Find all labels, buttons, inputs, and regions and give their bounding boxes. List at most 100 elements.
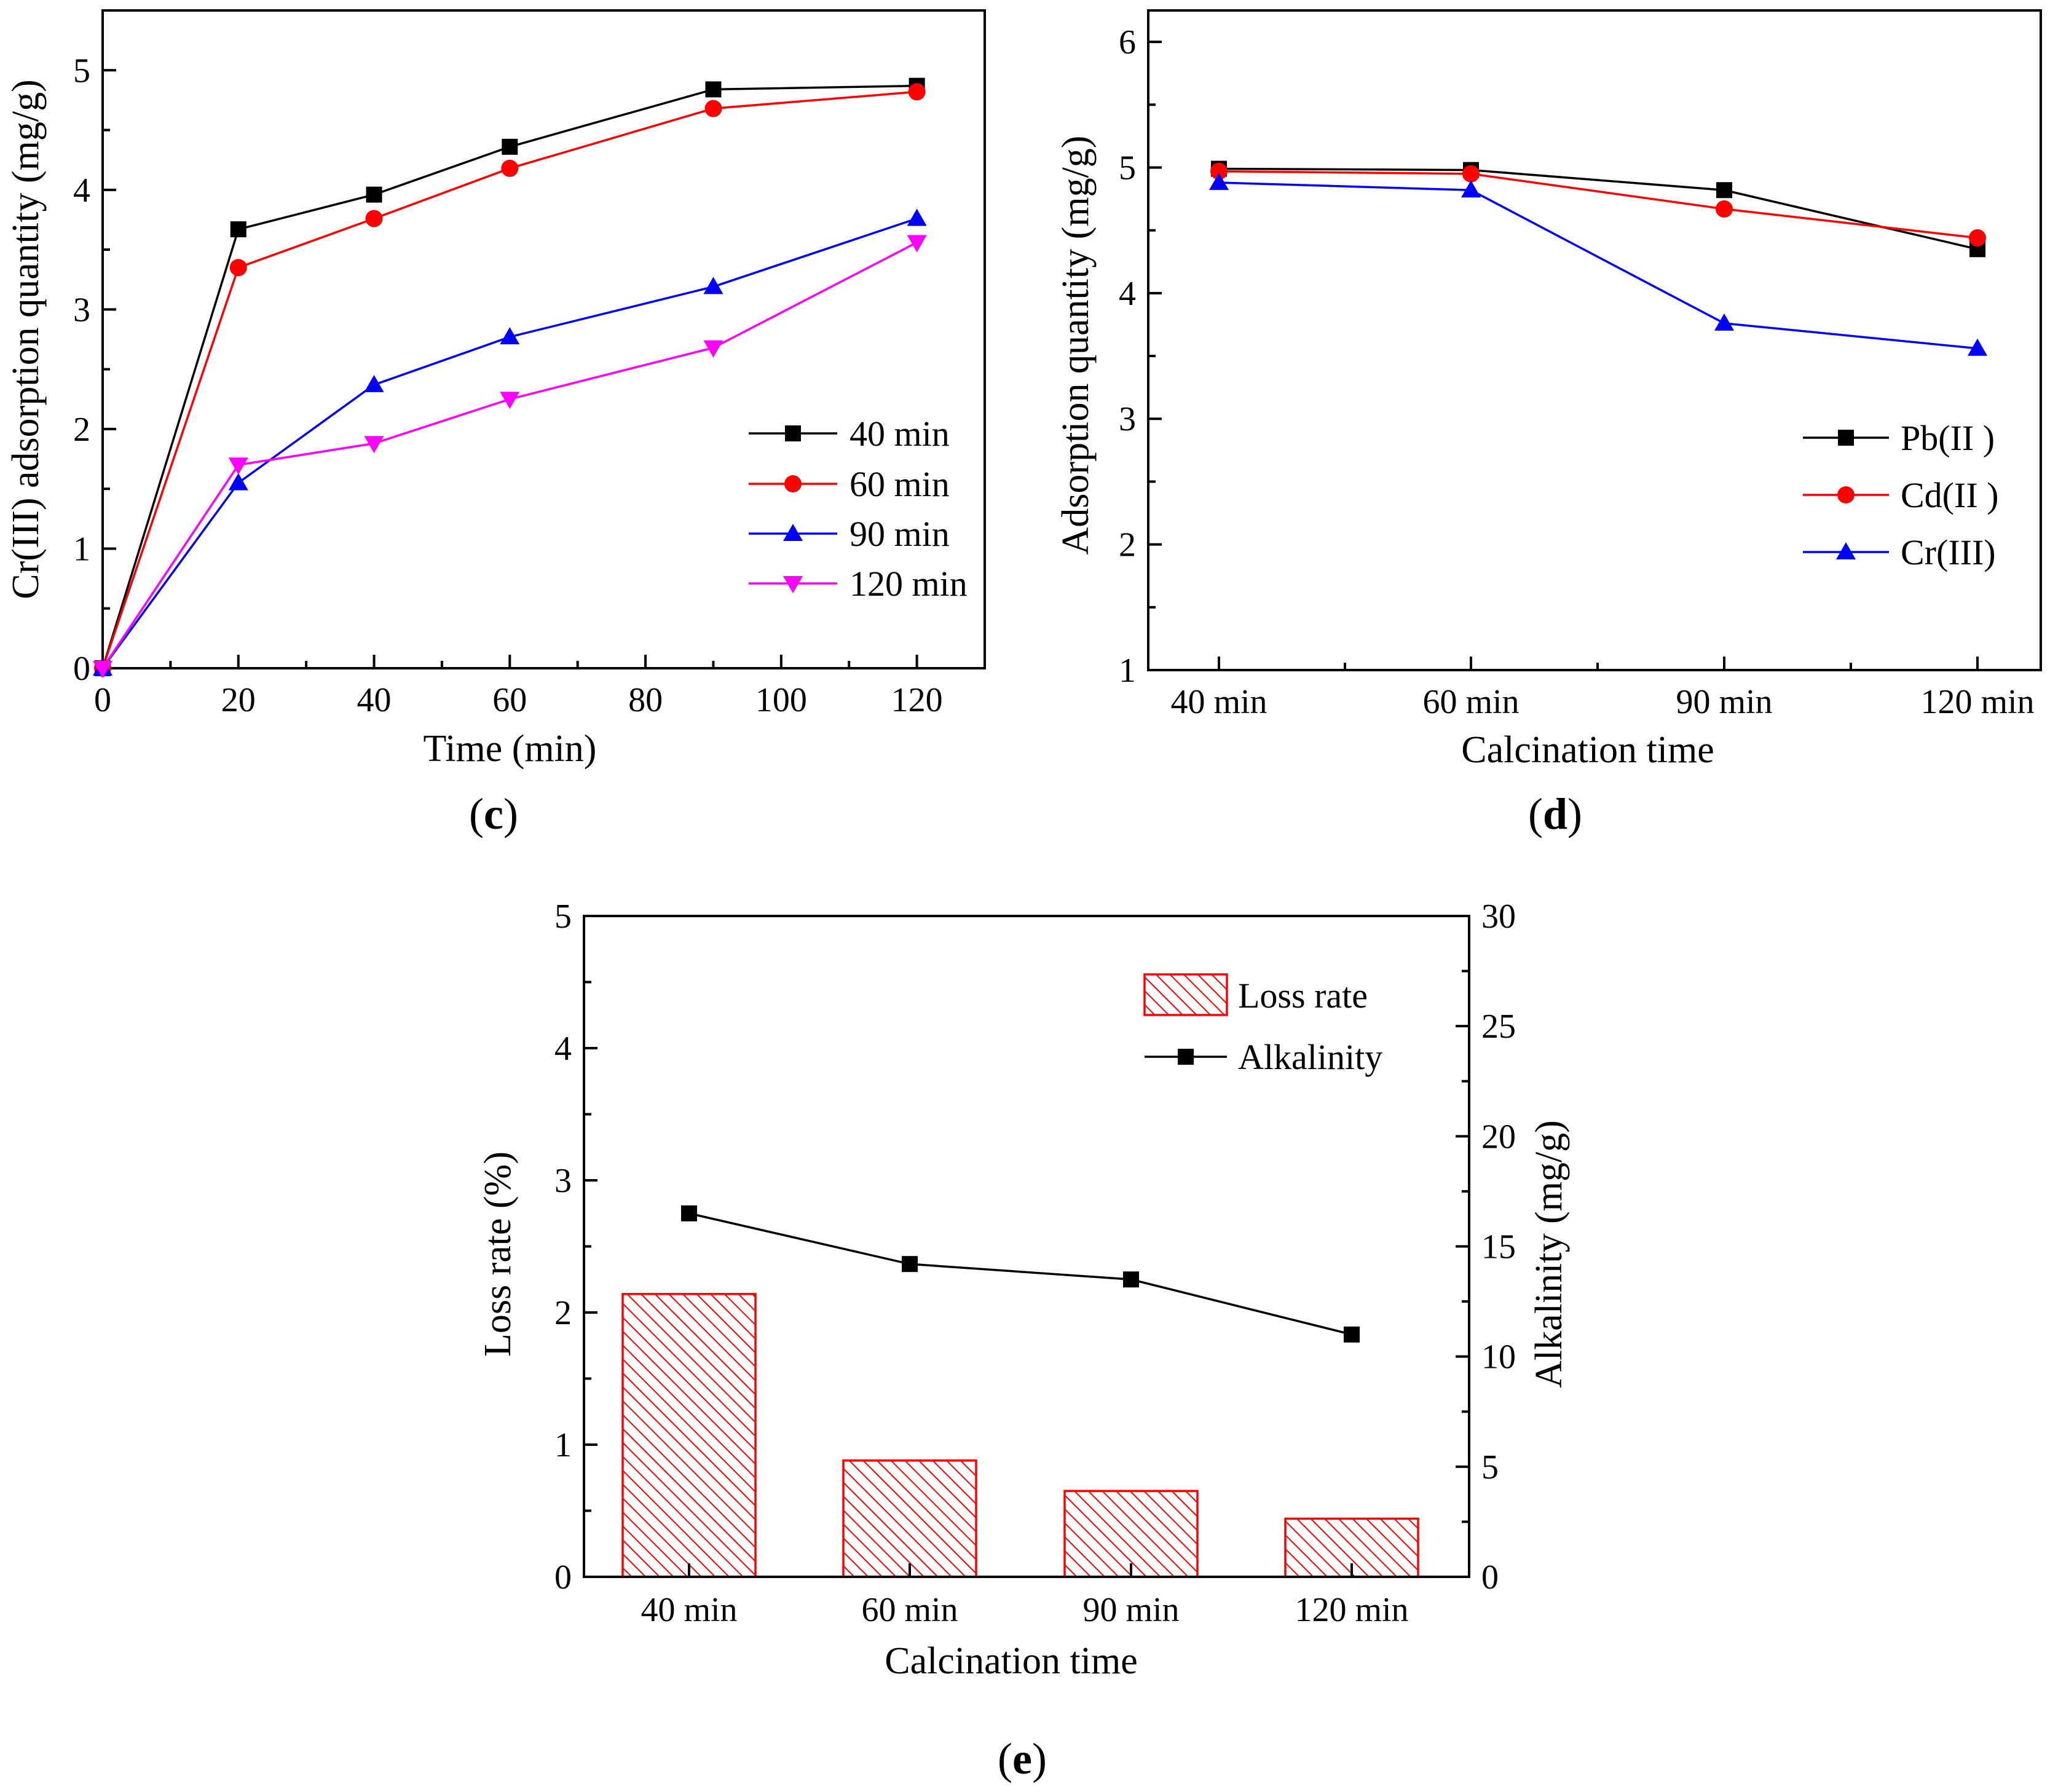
legend-label-40-min: 40 min <box>850 414 950 454</box>
data-point-cd-ii <box>1462 165 1480 183</box>
data-point-120-min <box>364 436 384 454</box>
data-point-40-min <box>502 138 518 155</box>
y-tick-label: 2 <box>1119 526 1136 564</box>
y2-tick-label: 15 <box>1481 1228 1516 1266</box>
y-tick-label: 4 <box>1119 275 1136 313</box>
y-tick-label: 3 <box>554 1162 572 1200</box>
x-axis-label: Time (min) <box>424 728 597 770</box>
x-tick-label: 120 <box>891 681 943 719</box>
data-point-120-min <box>500 392 520 409</box>
legend-marker-alkalinity <box>1178 1049 1194 1065</box>
series-line-pb-ii <box>1218 167 1978 251</box>
panel-label-c: (c) <box>469 789 518 839</box>
legend-marker-cr-iii <box>1836 542 1856 559</box>
data-point-cr-iii <box>1209 173 1229 191</box>
x-tick-label: 120 min <box>1295 1591 1408 1629</box>
legend-label-cr-iii: Cr(III) <box>1901 532 1996 572</box>
panel-c-chart: 0 1 2 3 4 5 0 20 40 60 80 100 120 Time (min) Cr(III) a… <box>5 9 986 839</box>
series-line-60-min <box>101 90 917 669</box>
y-tick-label: 3 <box>73 291 90 329</box>
data-point-90-min <box>500 327 520 345</box>
y2-tick-label: 25 <box>1481 1008 1516 1046</box>
legend-marker-pb-ii <box>1838 430 1854 446</box>
y-tick-label: 1 <box>1119 652 1136 690</box>
panel-letter-d: d <box>1543 789 1567 839</box>
y-tick-label: 1 <box>73 530 90 568</box>
data-point-alkalinity <box>681 1205 697 1222</box>
y-tick-label: 1 <box>554 1426 572 1464</box>
legend-label-cd-ii: Cd(II ) <box>1901 475 1998 515</box>
y2-tick-label: 20 <box>1481 1118 1516 1156</box>
data-point-cr-iii <box>1714 313 1734 331</box>
x-tick-label: 90 min <box>1676 683 1772 721</box>
data-point-120-min <box>703 340 723 358</box>
series-line-alkalinity <box>688 1212 1352 1336</box>
x-tick-label: 0 <box>94 681 111 719</box>
legend-label-alkalinity: Alkalinity <box>1238 1037 1382 1077</box>
panel-d-chart: 1 2 3 4 5 6 40 min 60 min 90 min 120 min Calcinati… <box>1055 9 2042 839</box>
data-point-40-min <box>366 186 382 203</box>
data-point-cr-iii <box>1968 338 1987 356</box>
x-tick-label: 20 <box>221 681 256 719</box>
data-point-40-min <box>705 81 722 98</box>
x-tick-label: 40 <box>357 681 392 719</box>
y-axis-label: Adsorption quantity (mg/g) <box>1055 136 1097 555</box>
x-tick-label: 40 min <box>641 1591 737 1629</box>
data-point-60-min <box>501 159 519 177</box>
plot-frame <box>101 9 986 669</box>
data-point-cr-iii <box>1461 180 1481 198</box>
panel-label-e: (e) <box>998 1734 1047 1783</box>
panel-letter-e: e <box>1012 1734 1032 1783</box>
series-line-cd-ii <box>1218 170 1978 239</box>
panel-label-d: (d) <box>1528 789 1582 839</box>
y-tick-label: 4 <box>73 172 90 210</box>
legend-swatch-loss-rate <box>1143 973 1228 1016</box>
data-point-40-min <box>230 221 246 238</box>
series-line-90-min <box>101 217 918 669</box>
panel-letter-c: c <box>484 789 503 839</box>
y-axis-label: Loss rate (%) <box>477 1151 519 1357</box>
legend-marker-40-min <box>785 425 801 441</box>
y-tick-label: 2 <box>554 1294 572 1332</box>
series-line-cr-iii <box>1218 181 1978 350</box>
data-point-pb-ii <box>1716 182 1732 199</box>
x-axis-label: Calcination time <box>885 1640 1138 1682</box>
y2-tick-label: 30 <box>1481 898 1516 936</box>
panel-e-chart: 0 1 2 3 4 5 0 5 10 15 20 25 30 40 min 60 min 90 min 120 … <box>477 898 1570 1783</box>
data-point-cd-ii <box>1969 229 1986 247</box>
plot-frame <box>1147 9 2042 671</box>
bar-loss-rate <box>842 1459 977 1578</box>
y-tick-label: 2 <box>73 411 90 449</box>
data-point-60-min <box>704 100 722 117</box>
data-point-alkalinity <box>1123 1271 1139 1288</box>
x-tick-label: 60 min <box>1422 683 1519 721</box>
x-axis-label: Calcination time <box>1461 729 1714 771</box>
data-point-90-min <box>907 208 927 226</box>
data-point-60-min <box>908 83 926 101</box>
y2-axis-label: Alkalinity (mg/g) <box>1528 1120 1570 1388</box>
y-tick-label: 5 <box>554 898 572 936</box>
x-tick-label: 100 <box>755 681 807 719</box>
y2-tick-label: 0 <box>1481 1558 1499 1597</box>
legend-label-pb-ii: Pb(II ) <box>1901 418 1995 458</box>
x-tick-label: 60 <box>492 681 527 719</box>
data-point-90-min <box>228 473 248 491</box>
bar-loss-rate <box>621 1293 757 1578</box>
x-tick-label: 80 <box>628 681 663 719</box>
data-point-60-min <box>365 210 383 227</box>
legend-label-loss-rate: Loss rate <box>1238 976 1368 1016</box>
legend-marker-90-min <box>783 524 803 541</box>
series-line-40-min <box>101 84 917 669</box>
data-point-alkalinity <box>902 1256 918 1273</box>
bar-loss-rate <box>1063 1490 1199 1578</box>
data-point-60-min <box>229 259 247 277</box>
x-tick-label: 40 min <box>1170 683 1267 721</box>
y-tick-label: 5 <box>73 52 90 90</box>
data-point-120-min <box>93 661 112 678</box>
data-point-120-min <box>228 457 248 475</box>
data-point-cd-ii <box>1210 162 1228 180</box>
data-point-90-min <box>703 277 723 294</box>
legend-label-60-min: 60 min <box>850 464 950 504</box>
x-tick-label: 120 min <box>1920 683 2034 721</box>
